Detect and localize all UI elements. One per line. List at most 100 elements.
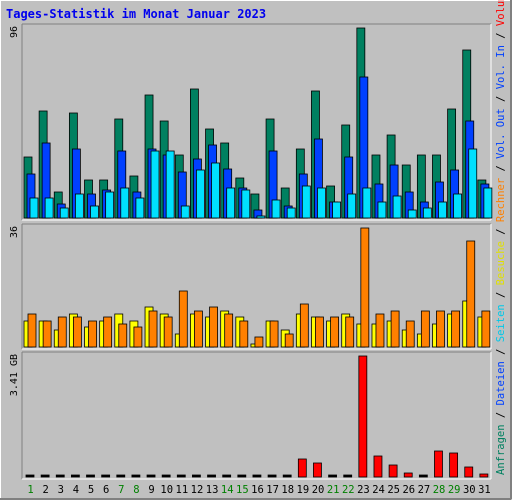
seiten-bar-day-19: [301, 185, 311, 219]
bars-group: [23, 27, 493, 478]
seiten-bar-day-27: [422, 207, 432, 219]
volumen-bar-day-29: [449, 452, 459, 478]
rechner-bar-day-4: [72, 316, 82, 348]
right-legend-segment: Besuche: [495, 241, 507, 285]
volumen-bar-day-13: [207, 474, 216, 478]
volumen-bar-day-14: [222, 474, 232, 478]
rechner-bar-day-17: [269, 320, 279, 348]
seiten-bar-day-7: [120, 187, 130, 219]
right-legend-segment: Vol. Out: [495, 108, 507, 159]
volumen-bar-day-25: [388, 464, 398, 478]
rechner-bar-day-1: [27, 313, 37, 348]
seiten-bar-day-9: [150, 150, 160, 219]
rechner-bar-day-18: [284, 333, 294, 348]
volumen-bar-day-31: [479, 473, 489, 478]
day-label-21: 21: [327, 484, 340, 496]
day-label-22: 22: [342, 484, 355, 496]
rechner-bar-day-21: [330, 316, 339, 348]
volumen-bar-day-18: [282, 474, 292, 478]
seiten-bar-day-26: [407, 209, 417, 219]
seiten-bar-day-23: [362, 187, 372, 219]
right-legend-segment: Volumen: [495, 0, 507, 26]
right-legend-segment: Anfragen: [495, 424, 507, 475]
rechner-bar-day-15: [239, 320, 249, 348]
rechner-bar-day-5: [88, 320, 97, 348]
day-label-29: 29: [448, 484, 461, 496]
volumen-bar-day-5: [86, 474, 95, 478]
rechner-bar-day-22: [345, 316, 355, 348]
seiten-bar-day-15: [241, 189, 251, 219]
day-label-1: 1: [27, 484, 33, 496]
day-label-26: 26: [402, 484, 415, 496]
day-label-25: 25: [387, 484, 400, 496]
right-legend-segment: /: [495, 405, 507, 424]
rechner-bar-day-19: [299, 303, 309, 348]
day-label-12: 12: [191, 484, 204, 496]
volumen-bar-day-4: [70, 474, 80, 478]
rechner-bar-day-24: [375, 313, 385, 348]
right-legend-segment: /: [495, 159, 507, 178]
seiten-bar-day-2: [44, 197, 54, 219]
day-label-14: 14: [221, 484, 234, 496]
volumen-bar-day-6: [101, 474, 111, 478]
rechner-bar-day-26: [405, 320, 415, 348]
rechner-bar-day-13: [209, 306, 218, 348]
rechner-bar-day-30: [466, 240, 476, 348]
volumen-bar-day-24: [373, 455, 383, 478]
day-label-15: 15: [236, 484, 249, 496]
day-label-13: 13: [206, 484, 219, 496]
volumen-bar-day-16: [252, 474, 262, 478]
right-legend-segment: /: [495, 26, 507, 45]
seiten-bar-day-21: [332, 201, 341, 219]
seiten-bar-day-6: [105, 191, 115, 219]
rechner-bar-day-20: [315, 316, 324, 348]
seiten-bar-day-4: [74, 193, 84, 219]
rechner-bar-day-3: [57, 316, 67, 348]
right-legend-segment: Seiten: [495, 304, 507, 342]
seiten-bar-day-8: [135, 197, 145, 219]
volumen-bar-day-3: [55, 474, 65, 478]
day-label-18: 18: [281, 484, 294, 496]
rechner-bar-day-11: [178, 290, 188, 348]
day-label-11: 11: [176, 484, 189, 496]
seiten-bar-day-16: [256, 215, 266, 219]
seiten-bar-day-24: [377, 201, 387, 219]
panel-requests-max-label: 96: [9, 26, 20, 38]
right-legend-segment: /: [495, 285, 507, 304]
day-label-24: 24: [372, 484, 385, 496]
day-label-6: 6: [103, 484, 109, 496]
volumen-bar-day-2: [40, 474, 50, 478]
right-legend-segment: /: [495, 342, 507, 361]
day-label-16: 16: [251, 484, 264, 496]
rechner-bar-day-16: [254, 336, 264, 348]
volumen-bar-day-28: [434, 450, 443, 478]
day-label-8: 8: [133, 484, 139, 496]
volumen-bar-day-20: [313, 462, 322, 478]
day-label-2: 2: [43, 484, 49, 496]
day-label-5: 5: [88, 484, 94, 496]
volumen-bar-day-21: [328, 474, 337, 478]
rechner-bar-day-2: [42, 320, 52, 348]
day-label-28: 28: [433, 484, 446, 496]
volumen-bar-day-15: [237, 474, 247, 478]
rechner-bar-day-14: [224, 313, 234, 348]
right-legend-segment: Dateien: [495, 361, 507, 405]
seiten-bar-day-22: [347, 193, 357, 219]
seiten-bar-day-30: [468, 148, 478, 219]
seiten-bar-day-25: [392, 195, 402, 219]
chart-title: Tages-Statistik im Monat Januar 2023: [6, 7, 266, 21]
volumen-bar-day-22: [343, 474, 353, 478]
seiten-bar-day-3: [59, 207, 69, 219]
rechner-bar-day-27: [420, 310, 430, 348]
volumen-bar-day-30: [464, 466, 474, 478]
day-label-3: 3: [58, 484, 64, 496]
rechner-bar-day-23: [360, 227, 370, 348]
seiten-bar-day-20: [317, 187, 326, 219]
rechner-bar-day-25: [390, 310, 400, 348]
seiten-bar-day-18: [286, 207, 296, 219]
day-label-30: 30: [463, 484, 476, 496]
right-legend-segment: Rechner: [495, 178, 507, 222]
rechner-bar-day-6: [103, 316, 113, 348]
volumen-bar-day-8: [131, 474, 141, 478]
